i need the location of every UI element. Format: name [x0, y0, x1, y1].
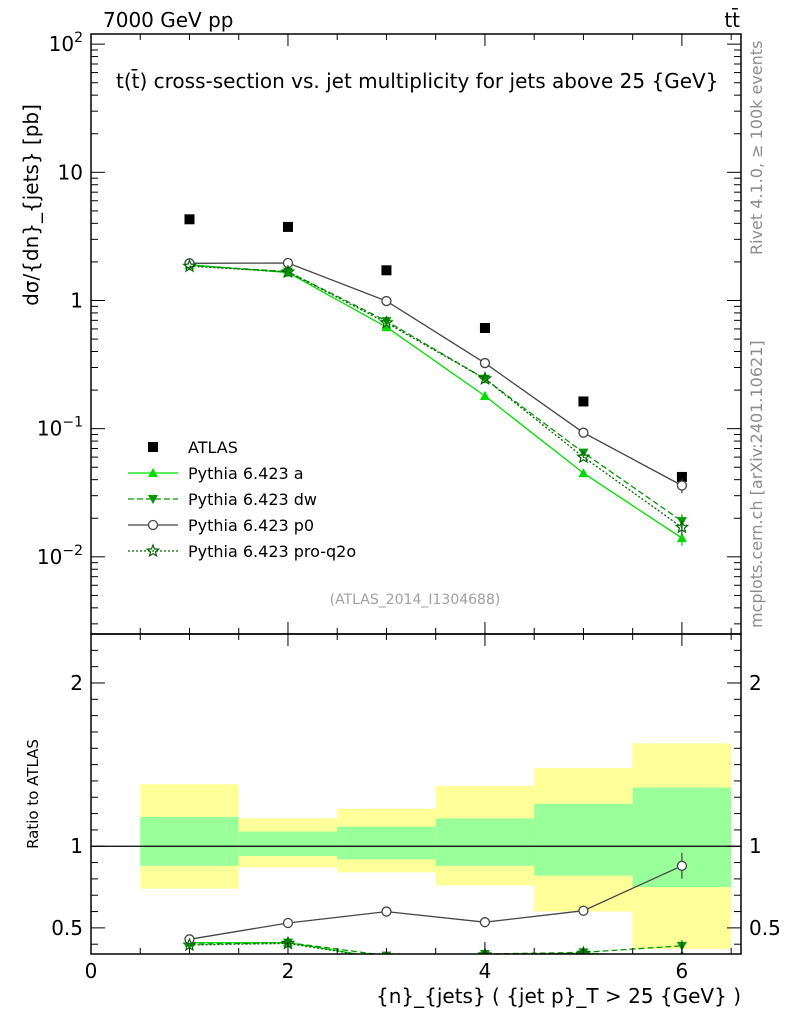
series-line-pythia_a: [189, 264, 683, 539]
ratio-point-pythia_a: [578, 959, 588, 968]
data-point-pythia_p0: [578, 427, 589, 438]
main-y-axis-title: dσ/{dn}_{jets} [pb]: [19, 104, 43, 306]
data-point-pythia_p0: [479, 357, 491, 369]
series-line-pythia_dw: [189, 264, 683, 522]
data-point-atlas: [479, 323, 490, 334]
legend-label-pythia_dw: Pythia 6.423 dw: [188, 490, 317, 509]
ratio-point-pythia_p0: [381, 906, 392, 917]
data-point-atlas: [184, 214, 195, 225]
ratio-band-inner: [337, 826, 436, 860]
main-axis-ticks: 10−2 10−1 1 10 102: [37, 30, 741, 634]
ratio-y-tick-label-right: 0.5: [749, 916, 781, 940]
ratio-y-tick-label: 1: [70, 834, 83, 858]
header-process-label: tt̄: [724, 7, 740, 32]
ratio-y-tick-label: 0.5: [51, 916, 83, 940]
data-point-pythia_p0: [381, 295, 392, 307]
ratio-plot-frame: [90, 633, 742, 955]
main-y-tick-label: 10−1: [37, 415, 83, 441]
data-point-pythia_proq2o: [280, 264, 296, 279]
legend-label-atlas: ATLAS: [188, 438, 238, 457]
data-point-pythia_proq2o: [576, 449, 591, 464]
main-y-tick-label: 10: [58, 160, 83, 184]
ratio-point-pythia_p0: [578, 905, 589, 916]
legend-marker-pythia_a: [148, 468, 158, 477]
data-point-pythia_a: [381, 322, 392, 332]
x-tick-label: 0: [85, 959, 98, 983]
header-energy-label: 7000 GeV pp: [103, 8, 234, 32]
legend: ATLAS Pythia 6.423 a Pythia 6.423 dw Pythia…: [128, 438, 356, 561]
analysis-watermark: (ATLAS_2014_I1304688): [330, 592, 501, 608]
ratio-y-axis-title: Ratio to ATLAS: [24, 739, 42, 849]
x-tick-label: 6: [676, 959, 689, 983]
main-plot-panel: 10−2 10−1 1 10 102 t(t̄) cross-section vs. j…: [19, 30, 742, 635]
data-point-atlas: [381, 265, 392, 276]
data-point-pythia_a: [479, 390, 490, 400]
ratio-band-inner: [140, 816, 239, 866]
x-tick-label: 2: [282, 959, 295, 983]
x-axis-title: {n}_{jets} ( {jet p}_T > 25 {GeV} ): [376, 984, 741, 1008]
data-point-pythia_proq2o: [182, 258, 197, 273]
main-plot-title: t(t̄) cross-section vs. jet multiplicity…: [116, 68, 718, 93]
mcplots-reference-label: mcplots.cern.ch [arXiv:2401.10621]: [747, 340, 766, 628]
data-point-atlas: [282, 221, 293, 232]
data-point-pythia_a: [676, 533, 687, 543]
legend-marker-pythia_proq2o: [145, 543, 161, 558]
main-plot-series: [182, 214, 690, 546]
data-point-pythia_dw: [381, 317, 392, 327]
data-point-pythia_dw: [578, 448, 589, 458]
rivet-version-label: Rivet 4.1.0, ≥ 100k events: [747, 41, 766, 255]
ratio-point-pythia_proq2o: [576, 945, 591, 954]
ratio-point-pythia_p0: [676, 860, 688, 871]
ratio-band-inner: [435, 818, 535, 866]
ratio-point-pythia_proq2o: [477, 947, 493, 954]
data-point-atlas: [676, 471, 687, 482]
legend-marker-pythia_dw: [148, 495, 158, 504]
ratio-point-pythia_a: [386, 953, 387, 954]
legend-label-pythia_a: Pythia 6.423 a: [188, 464, 304, 483]
ratio-point-pythia_p0: [282, 917, 294, 929]
ratio-y-tick-label-right: 1: [749, 834, 762, 858]
legend-label-pythia_proq2o: Pythia 6.423 pro-q2o: [188, 542, 356, 561]
x-tick-label: 4: [479, 959, 492, 983]
data-point-pythia_proq2o: [379, 315, 394, 329]
ratio-axis-ticks: 0.5 0.5 1 1 2 2 0 2 4 6: [51, 634, 781, 983]
ratio-plot-panel: 0.5 0.5 1 1 2 2 0 2 4 6 Ratio to ATLAS {n}_{jets}…: [24, 633, 781, 1008]
series-line-pythia_proq2o: [189, 265, 683, 528]
legend-marker-pythia_p0: [147, 519, 159, 531]
ratio-line-pythia_p0: [189, 865, 683, 940]
ratio-band-inner: [238, 831, 338, 857]
ratio-point-pythia_proq2o: [182, 937, 197, 952]
ratio-point-pythia_p0: [479, 917, 491, 928]
data-point-pythia_proq2o: [477, 371, 493, 385]
legend-label-pythia_p0: Pythia 6.423 p0: [188, 516, 314, 535]
ratio-y-tick-label: 2: [70, 671, 83, 695]
legend-marker-atlas: [148, 442, 158, 452]
data-point-pythia_p0: [676, 480, 688, 491]
data-point-pythia_proq2o: [674, 519, 690, 534]
ratio-y-tick-label-right: 2: [749, 671, 762, 695]
main-y-tick-label: 1: [70, 288, 83, 312]
data-point-pythia_a: [578, 468, 589, 478]
main-y-tick-label: 102: [49, 30, 83, 56]
ratio-uncertainty-bands: [140, 743, 732, 950]
ratio-band-inner: [534, 803, 633, 876]
data-point-atlas: [578, 396, 589, 407]
main-y-tick-label: 10−2: [37, 543, 83, 569]
series-line-pythia_p0: [189, 262, 683, 487]
ratio-line-pythia_dw: [189, 941, 682, 954]
